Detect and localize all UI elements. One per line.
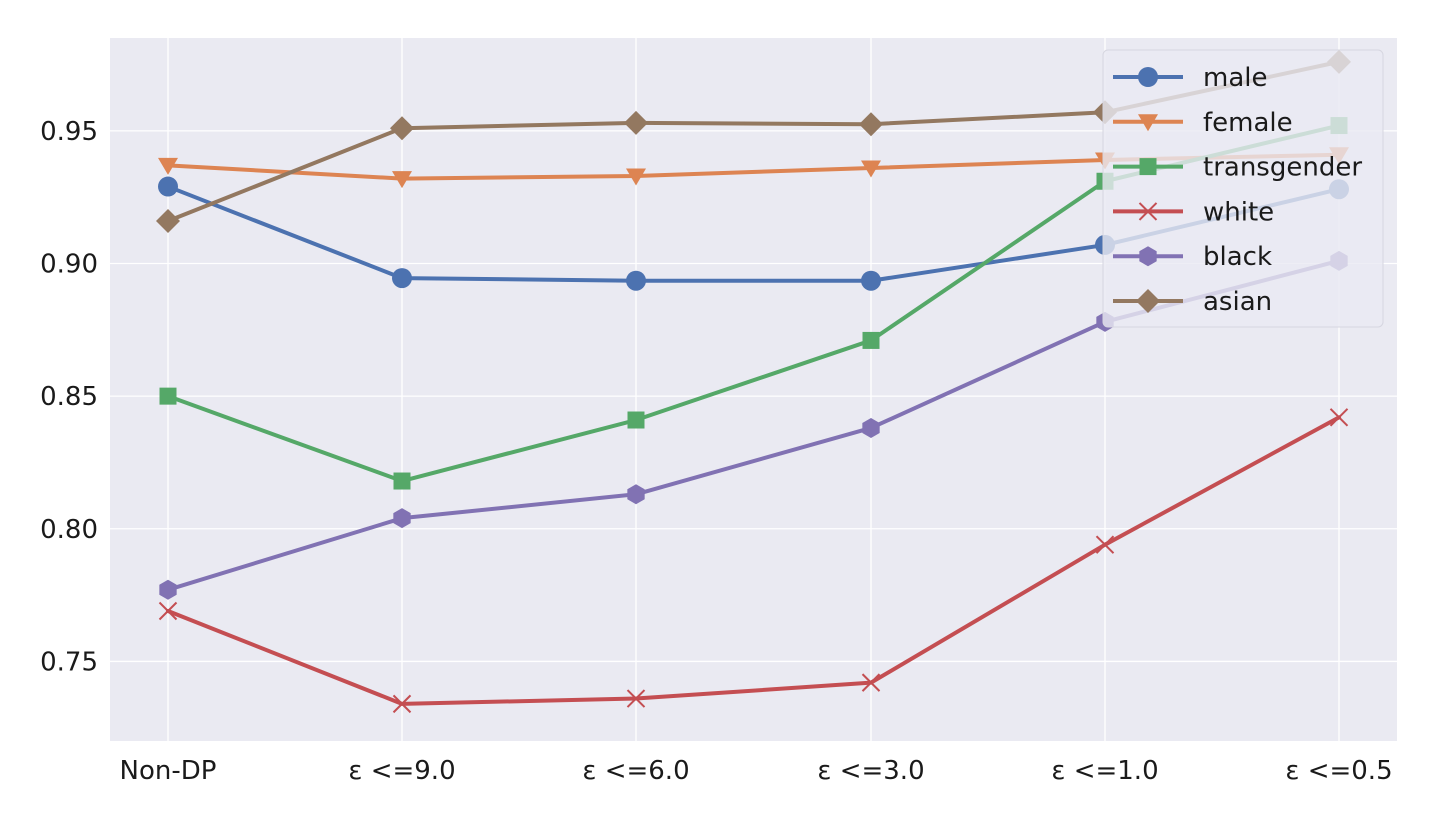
x-marker: [1095, 535, 1115, 554]
square-marker: [1139, 158, 1157, 176]
hexagon-marker: [627, 484, 645, 505]
y-tick-label: 0.90: [40, 249, 98, 279]
y-tick-label: 0.85: [40, 382, 98, 412]
triangle-marker: [158, 157, 178, 175]
square-marker: [393, 472, 411, 490]
y-tick-label: 0.75: [40, 647, 98, 677]
x-marker: [1138, 202, 1158, 221]
x-marker: [626, 689, 646, 708]
diamond-marker: [156, 209, 180, 234]
triangle-marker: [1138, 114, 1158, 132]
x-marker: [158, 601, 178, 621]
square-marker: [862, 331, 880, 349]
grid: [110, 38, 1397, 741]
x-tick-label: ε <=9.0: [348, 756, 455, 786]
legend-item-transgender: transgender: [1113, 153, 1362, 183]
x-tick-label: ε <=3.0: [817, 756, 924, 786]
series-white: [158, 408, 1349, 714]
circle-marker: [392, 268, 412, 289]
x-tick-label: ε <=1.0: [1051, 756, 1158, 786]
x-marker: [861, 673, 881, 692]
hexagon-marker: [159, 579, 177, 600]
triangle-marker: [861, 160, 881, 178]
legend-label: transgender: [1203, 153, 1362, 183]
x-tick-label: ε <=0.5: [1285, 756, 1392, 786]
diamond-marker: [624, 110, 648, 135]
hexagon-marker: [862, 417, 880, 438]
diamond-marker: [859, 112, 883, 137]
diamond-marker: [390, 116, 414, 141]
triangle-marker: [626, 168, 646, 186]
circle-marker: [861, 270, 881, 291]
circle-marker: [626, 270, 646, 291]
axis-ticks: 0.75 0.80 0.85 0.90 0.95 Non-DP ε <=9.0 ε <=6.0…: [40, 117, 1393, 786]
series-line: [166, 415, 1341, 706]
legend-label: white: [1203, 197, 1274, 227]
hexagon-marker: [1139, 246, 1157, 267]
legend-label: asian: [1203, 287, 1272, 317]
legend-item-asian: asian: [1113, 287, 1272, 317]
legend-label: female: [1203, 108, 1293, 138]
x-marker: [392, 694, 412, 714]
circle-marker: [1138, 67, 1158, 87]
x-tick-label: ε <=6.0: [582, 756, 689, 786]
diamond-marker: [1136, 289, 1160, 313]
y-tick-label: 0.80: [40, 515, 98, 545]
legend-label: black: [1203, 242, 1272, 272]
legend-item-white: white: [1113, 197, 1274, 227]
square-marker: [159, 387, 177, 405]
legend-label: male: [1203, 63, 1267, 93]
legend-item-black: black: [1113, 242, 1272, 272]
y-tick-label: 0.95: [40, 117, 98, 147]
hexagon-marker: [393, 508, 411, 529]
square-marker: [627, 411, 645, 429]
circle-marker: [158, 176, 178, 197]
legend-item-male: male: [1113, 63, 1267, 93]
x-marker: [1329, 408, 1349, 427]
x-tick-label: Non-DP: [120, 756, 217, 786]
legend-item-female: female: [1113, 108, 1293, 138]
triangle-marker: [392, 171, 412, 189]
legend: male female transgender white black asian: [1102, 49, 1384, 328]
